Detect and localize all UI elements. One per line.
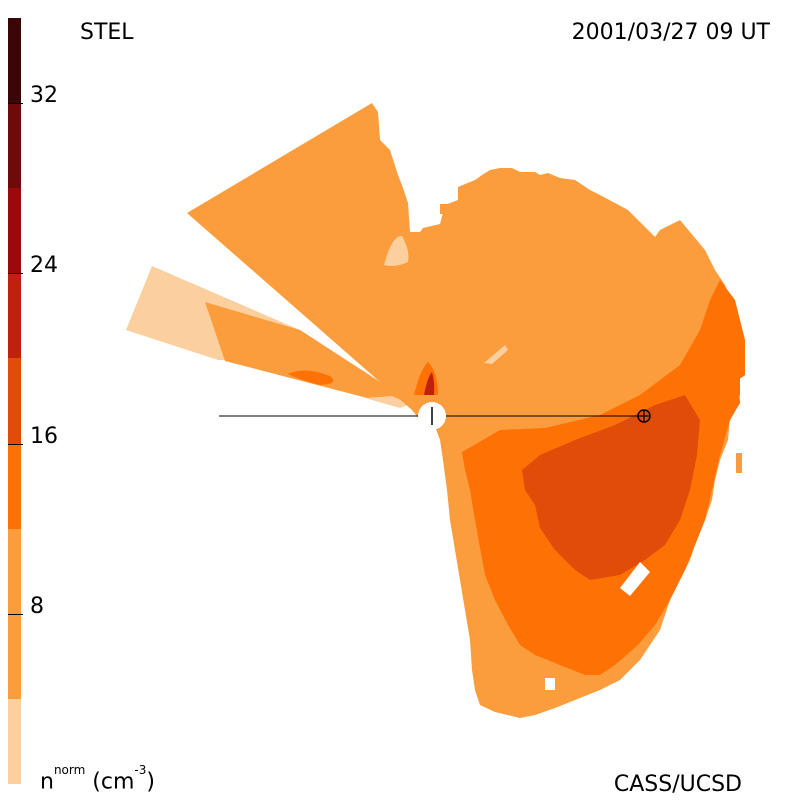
colorbar-tick-label: 32: [30, 83, 58, 109]
colorbar-band: [8, 188, 21, 274]
density-region-low-patch-wedge: [365, 396, 410, 408]
colorbar-band: [8, 443, 21, 529]
colorbar-tick-label: 16: [30, 423, 58, 449]
colorbar-tick-label: 8: [30, 593, 44, 619]
datetime-label: 2001/03/27 09 UT: [571, 20, 770, 45]
density-region-high: [522, 395, 700, 580]
density-fragment: [440, 204, 456, 214]
density-region-mid-blob-wedge: [288, 370, 334, 385]
observatory-label: STEL: [80, 20, 134, 45]
credit-label: CASS/UCSD: [613, 772, 742, 797]
density-region-base-wedge: [205, 302, 412, 406]
colorbar-tick: [8, 613, 23, 615]
colorbar-band: [8, 103, 21, 189]
density-region-base-upper: [187, 103, 745, 420]
density-region-peak-sun: [424, 372, 435, 395]
density-region-low-patch-center: [484, 345, 508, 364]
colorbar-tick: [8, 103, 23, 105]
density-region-low-patch-upper: [384, 235, 409, 266]
colorbar-band: [8, 273, 21, 359]
data-gap: [545, 678, 555, 690]
colorbar-unit-label: nnorm (cm-3): [40, 763, 155, 795]
colorbar-tick-label: 24: [30, 253, 58, 279]
density-fragment: [736, 453, 742, 473]
colorbar-band: [8, 358, 21, 444]
colorbar-tick: [8, 443, 23, 445]
colorbar-band: [8, 18, 21, 104]
data-gap: [620, 562, 650, 596]
earth-icon: [637, 409, 651, 423]
density-region-mid-upper: [640, 280, 745, 420]
colorbar-band: [8, 698, 21, 784]
colorbar-tick: [8, 273, 23, 275]
